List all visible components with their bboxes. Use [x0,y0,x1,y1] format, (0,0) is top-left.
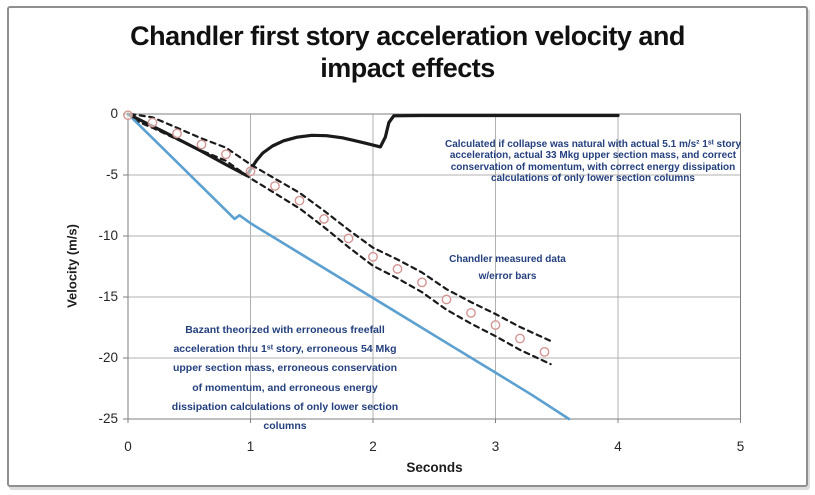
annotation-line: acceleration, actual 33 Mkg upper sectio… [449,150,737,162]
x-axis-title: Seconds [406,460,463,475]
series-chandler-points [123,110,550,357]
annotation-line: w/error bars [478,271,537,282]
annotation-line: columns [263,420,307,433]
annotation-line: Chandler measured data [449,254,566,265]
annotation-line: conservation of momentum, with correct e… [450,161,736,173]
annotation-line: Calculated if collapse was natural with … [444,139,742,150]
annotation-chandler-series: Chandler measured data w/error bars [420,251,595,285]
annotation-bazant-series: Bazant theorized with erroneous freefall… [120,321,450,436]
y-tick-label: 0 [110,106,118,121]
x-tick-label: 3 [491,439,500,454]
x-tick-label: 0 [124,439,132,454]
figure-border [7,6,808,487]
annotation-line: of momentum, and erroneous energy [192,381,378,394]
y-tick-label: -25 [98,411,118,426]
annotation-line: calculations of only lower section colum… [491,172,695,184]
series-calculated-line [126,112,620,178]
x-tick-label: 2 [369,439,377,454]
annotation-line: acceleration thru 1ˢᵗ story, erroneous 5… [173,343,397,356]
x-tick-label: 5 [736,439,745,454]
y-tick-label: -5 [105,167,118,182]
x-tick-label: 1 [246,439,255,454]
chart-title-line-1: Chandler first story acceleration veloci… [130,21,685,51]
y-tick-label: -20 [98,350,118,365]
chart-title-line-2: impact effects [320,53,495,83]
y-tick-label: -10 [98,228,118,243]
annotation-line: upper section mass, erroneous conservati… [172,362,398,375]
y-tick-label: -15 [98,289,118,304]
x-tick-label: 4 [614,439,622,454]
annotation-line: dissipation calculations of only lower s… [171,400,399,413]
series-error-band-upper [129,112,552,342]
series-bazant-line [126,112,571,421]
annotation-line: Bazant theorized with erroneous freefall [185,324,385,336]
chart-title: Chandler first story acceleration veloci… [0,20,815,84]
annotation-calculated-series: Calculated if collapse was natural with … [390,139,796,184]
